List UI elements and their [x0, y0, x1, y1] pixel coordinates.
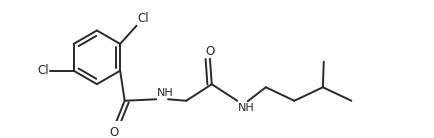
- Text: Cl: Cl: [138, 12, 149, 25]
- Text: NH: NH: [238, 104, 254, 113]
- Text: O: O: [205, 45, 214, 58]
- Text: O: O: [109, 126, 118, 138]
- Text: Cl: Cl: [37, 64, 49, 77]
- Text: NH: NH: [157, 88, 174, 98]
